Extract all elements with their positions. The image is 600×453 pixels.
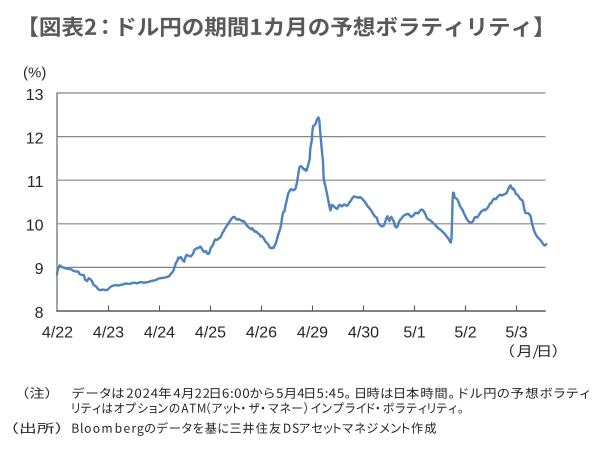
svg-text:5/2: 5/2 [454,325,476,342]
svg-text:4/22: 4/22 [42,325,73,342]
svg-text:12: 12 [26,130,44,147]
svg-text:4/26: 4/26 [246,325,277,342]
svg-text:4/29: 4/29 [297,325,328,342]
svg-text:4/30: 4/30 [348,325,379,342]
svg-text:4/23: 4/23 [93,325,124,342]
svg-text:13: 13 [26,87,44,104]
svg-text:(%): (%) [23,65,46,82]
svg-text:5/1: 5/1 [403,325,425,342]
svg-text:4/25: 4/25 [195,325,226,342]
svg-text:10: 10 [26,218,44,235]
svg-text:4/24: 4/24 [144,325,175,342]
svg-text:9: 9 [35,261,44,278]
svg-text:8: 8 [35,305,44,322]
svg-text:11: 11 [27,174,44,191]
svg-text:5/3: 5/3 [505,325,527,342]
